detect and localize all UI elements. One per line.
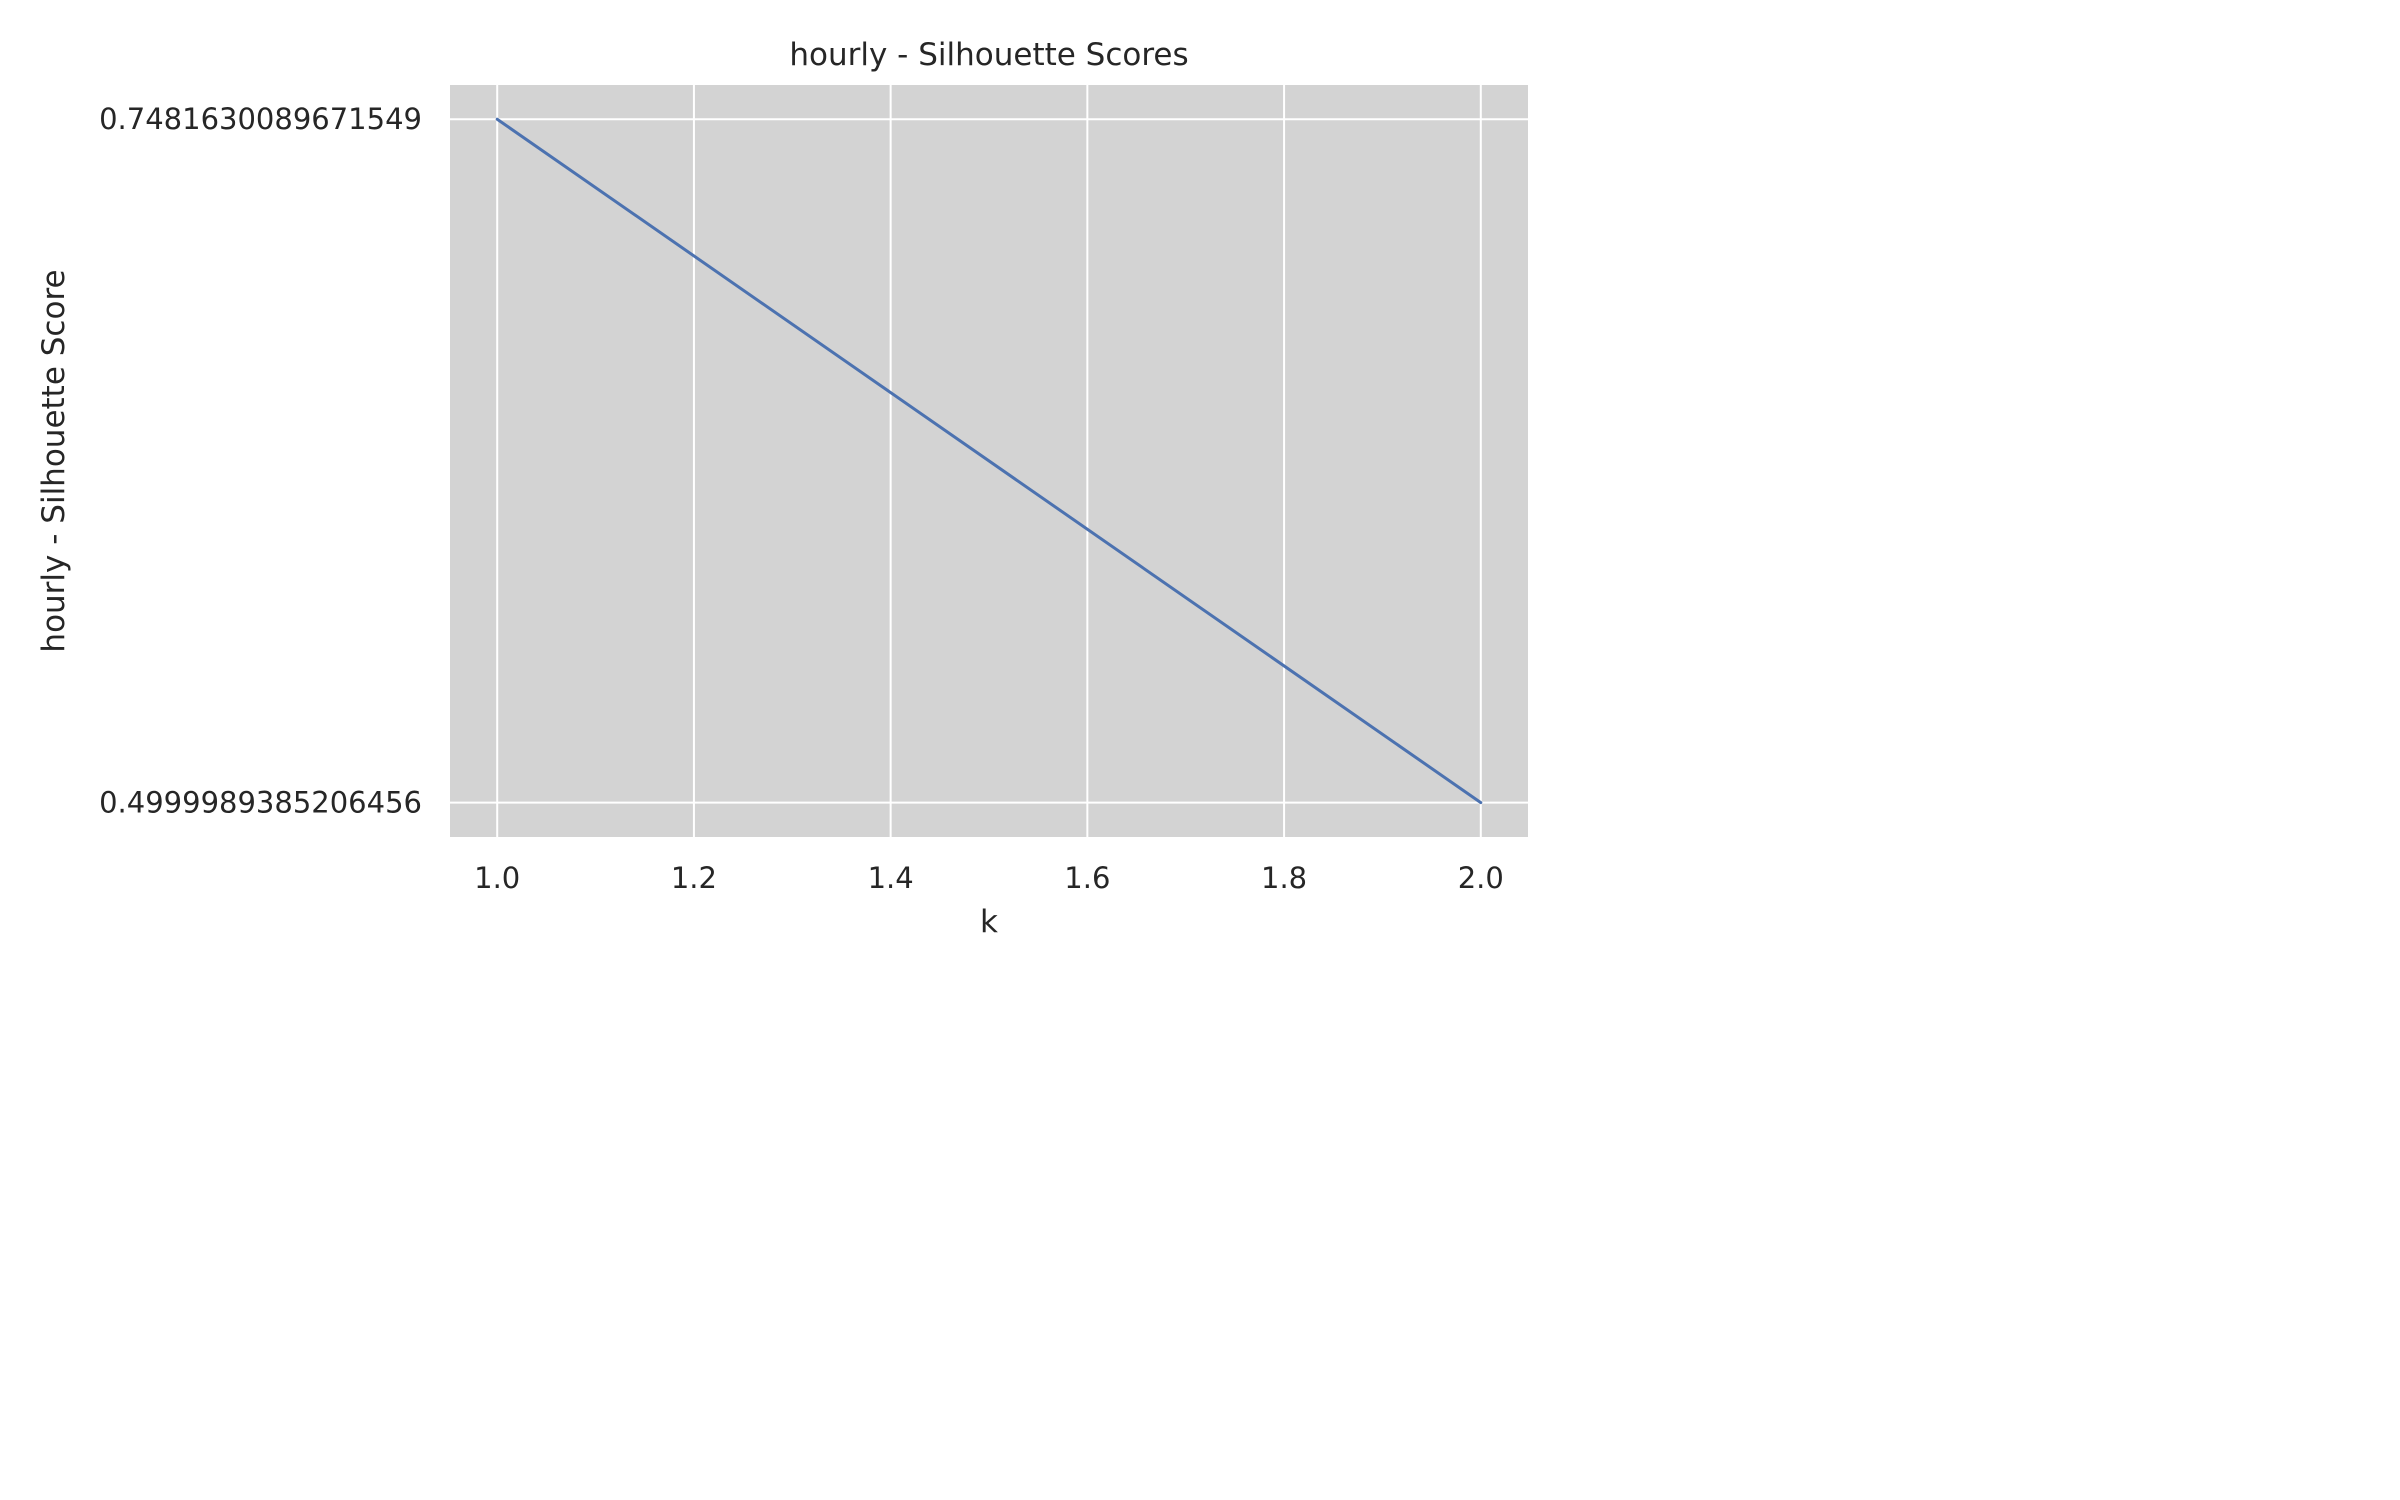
x-tick-label: 1.6 <box>1064 861 1110 895</box>
x-tick-label: 1.0 <box>474 861 520 895</box>
y-gridlines <box>450 118 1528 804</box>
x-tick-label: 1.8 <box>1261 861 1307 895</box>
silhouette-chart: 1.0 1.2 1.4 1.6 1.8 2.0 0.7481630089671549 0.4… <box>36 37 1528 940</box>
y-tick-labels: 0.7481630089671549 0.4999989385206456 <box>99 102 422 819</box>
x-tick-label: 1.4 <box>868 861 914 895</box>
x-axis-label: k <box>980 904 998 940</box>
series-line <box>495 117 1483 805</box>
y-axis-label: hourly - Silhouette Score <box>36 269 72 652</box>
x-gridlines <box>496 85 1482 837</box>
series-layer <box>495 117 1483 805</box>
chart-title: hourly - Silhouette Scores <box>789 37 1188 73</box>
y-tick-label: 0.7481630089671549 <box>99 102 422 136</box>
y-tick-label: 0.4999989385206456 <box>99 786 422 820</box>
x-tick-label: 2.0 <box>1458 861 1504 895</box>
x-tick-labels: 1.0 1.2 1.4 1.6 1.8 2.0 <box>474 861 1504 895</box>
x-tick-label: 1.2 <box>671 861 717 895</box>
